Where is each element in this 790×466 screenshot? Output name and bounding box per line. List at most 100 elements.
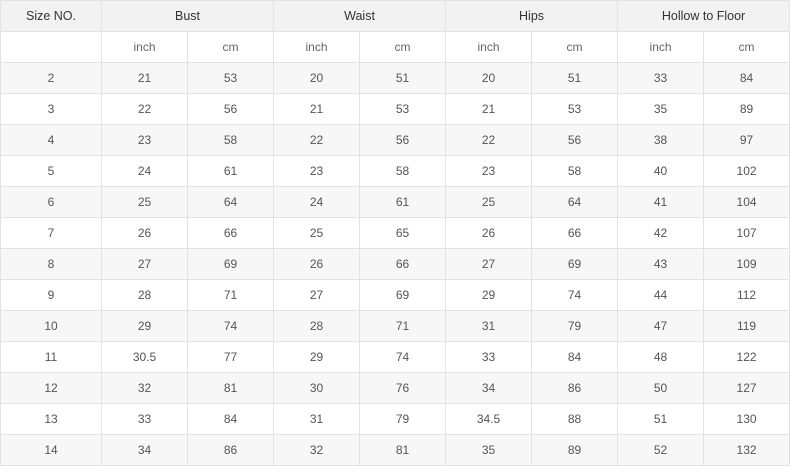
- table-row: 11 30.5 77 29 74 33 84 48 122: [0, 341, 790, 373]
- cell-waist-inch: 26: [273, 248, 361, 280]
- cell-bust-cm: 77: [186, 341, 275, 373]
- cell-hips-inch: 21: [445, 93, 533, 125]
- cell-bust-inch: 21: [101, 62, 188, 94]
- cell-waist-inch: 29: [273, 341, 361, 373]
- cell-hips-cm: 66: [531, 217, 619, 249]
- cell-bust-cm: 53: [186, 62, 275, 94]
- cell-hips-inch: 27: [445, 248, 533, 280]
- cell-waist-cm: 58: [359, 155, 447, 187]
- cell-waist-inch: 21: [273, 93, 361, 125]
- cell-hips-inch: 34.5: [445, 403, 533, 435]
- cell-hips-inch: 33: [445, 341, 533, 373]
- cell-size: 13: [0, 403, 102, 435]
- header-hollow-to-floor: Hollow to Floor: [617, 0, 790, 32]
- cell-hollow-cm: 89: [703, 93, 790, 125]
- cell-hollow-cm: 84: [703, 62, 790, 94]
- cell-size: 7: [0, 217, 102, 249]
- cell-bust-inch: 30.5: [101, 341, 188, 373]
- cell-waist-inch: 22: [273, 124, 361, 156]
- cell-hips-cm: 64: [531, 186, 619, 218]
- cell-waist-inch: 30: [273, 372, 361, 404]
- cell-hollow-inch: 47: [617, 310, 705, 342]
- cell-waist-cm: 61: [359, 186, 447, 218]
- unit-inch: inch: [445, 31, 533, 63]
- cell-bust-cm: 71: [186, 279, 275, 311]
- cell-hollow-inch: 40: [617, 155, 705, 187]
- unit-cm: cm: [186, 31, 275, 63]
- table-row: 2 21 53 20 51 20 51 33 84: [0, 62, 790, 94]
- cell-waist-cm: 71: [359, 310, 447, 342]
- cell-hollow-inch: 51: [617, 403, 705, 435]
- cell-hips-cm: 58: [531, 155, 619, 187]
- cell-size: 12: [0, 372, 102, 404]
- unit-cm: cm: [531, 31, 619, 63]
- cell-bust-inch: 27: [101, 248, 188, 280]
- table-row: 8 27 69 26 66 27 69 43 109: [0, 248, 790, 280]
- cell-hollow-inch: 50: [617, 372, 705, 404]
- cell-bust-inch: 34: [101, 434, 188, 466]
- header-size: Size NO.: [0, 0, 102, 32]
- cell-bust-inch: 33: [101, 403, 188, 435]
- cell-hollow-inch: 41: [617, 186, 705, 218]
- cell-waist-cm: 53: [359, 93, 447, 125]
- cell-bust-inch: 28: [101, 279, 188, 311]
- cell-bust-cm: 61: [186, 155, 275, 187]
- cell-hollow-cm: 132: [703, 434, 790, 466]
- cell-bust-inch: 32: [101, 372, 188, 404]
- cell-size: 6: [0, 186, 102, 218]
- cell-hips-cm: 56: [531, 124, 619, 156]
- cell-hollow-inch: 43: [617, 248, 705, 280]
- table-row: 14 34 86 32 81 35 89 52 132: [0, 434, 790, 466]
- cell-hips-cm: 51: [531, 62, 619, 94]
- cell-bust-inch: 25: [101, 186, 188, 218]
- cell-hollow-inch: 48: [617, 341, 705, 373]
- cell-hollow-cm: 119: [703, 310, 790, 342]
- cell-hollow-cm: 107: [703, 217, 790, 249]
- unit-blank: [0, 31, 102, 63]
- cell-hollow-cm: 102: [703, 155, 790, 187]
- cell-bust-inch: 29: [101, 310, 188, 342]
- cell-bust-cm: 66: [186, 217, 275, 249]
- header-hips: Hips: [445, 0, 619, 32]
- cell-hips-cm: 84: [531, 341, 619, 373]
- table-row: 6 25 64 24 61 25 64 41 104: [0, 186, 790, 218]
- cell-hips-inch: 31: [445, 310, 533, 342]
- cell-bust-cm: 64: [186, 186, 275, 218]
- table-row: 4 23 58 22 56 22 56 38 97: [0, 124, 790, 156]
- cell-bust-inch: 22: [101, 93, 188, 125]
- cell-waist-cm: 65: [359, 217, 447, 249]
- cell-bust-inch: 24: [101, 155, 188, 187]
- cell-size: 9: [0, 279, 102, 311]
- unit-inch: inch: [101, 31, 188, 63]
- cell-hollow-inch: 35: [617, 93, 705, 125]
- cell-hollow-cm: 97: [703, 124, 790, 156]
- cell-hollow-cm: 109: [703, 248, 790, 280]
- cell-waist-cm: 79: [359, 403, 447, 435]
- cell-waist-inch: 25: [273, 217, 361, 249]
- unit-row: inch cm inch cm inch cm inch cm: [0, 31, 790, 63]
- cell-hips-cm: 53: [531, 93, 619, 125]
- cell-bust-cm: 69: [186, 248, 275, 280]
- cell-waist-cm: 66: [359, 248, 447, 280]
- cell-hips-cm: 74: [531, 279, 619, 311]
- cell-hips-inch: 34: [445, 372, 533, 404]
- unit-cm: cm: [359, 31, 447, 63]
- cell-hollow-inch: 52: [617, 434, 705, 466]
- cell-size: 8: [0, 248, 102, 280]
- cell-waist-inch: 28: [273, 310, 361, 342]
- cell-waist-inch: 32: [273, 434, 361, 466]
- cell-waist-cm: 56: [359, 124, 447, 156]
- header-waist: Waist: [273, 0, 447, 32]
- cell-size: 11: [0, 341, 102, 373]
- cell-size: 2: [0, 62, 102, 94]
- unit-cm: cm: [703, 31, 790, 63]
- table-row: 9 28 71 27 69 29 74 44 112: [0, 279, 790, 311]
- cell-bust-inch: 23: [101, 124, 188, 156]
- cell-waist-inch: 23: [273, 155, 361, 187]
- cell-bust-cm: 84: [186, 403, 275, 435]
- cell-bust-cm: 58: [186, 124, 275, 156]
- cell-hollow-cm: 127: [703, 372, 790, 404]
- cell-waist-cm: 51: [359, 62, 447, 94]
- cell-bust-cm: 81: [186, 372, 275, 404]
